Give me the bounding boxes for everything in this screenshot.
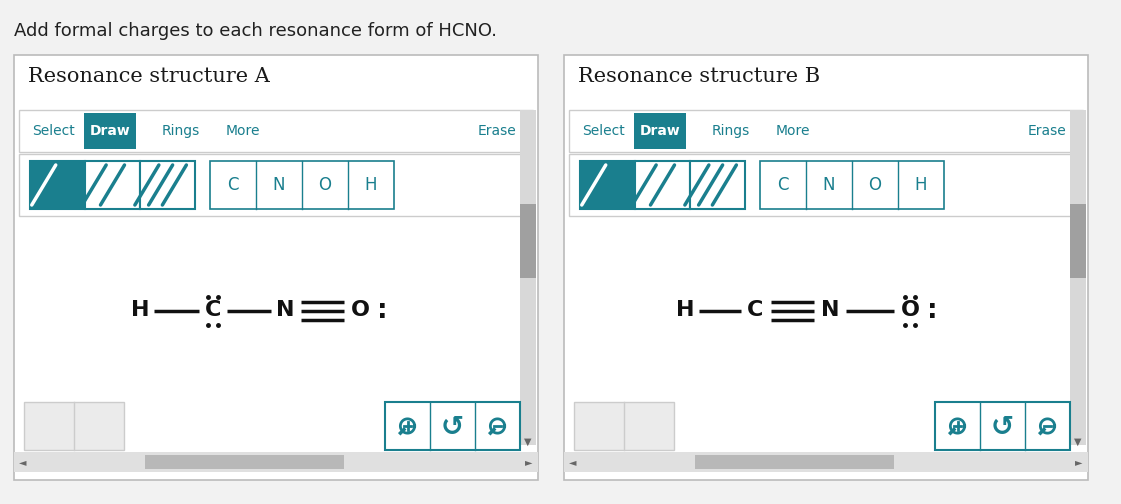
Text: Erase: Erase [478, 124, 517, 138]
Text: H: H [364, 176, 378, 194]
Text: O: O [901, 300, 919, 321]
Text: ◄: ◄ [19, 457, 27, 467]
Text: N: N [821, 300, 840, 321]
Text: :: : [378, 297, 388, 324]
Text: N: N [823, 176, 835, 194]
Text: Select: Select [582, 124, 624, 138]
FancyBboxPatch shape [1071, 110, 1086, 445]
Text: C: C [747, 300, 763, 321]
FancyBboxPatch shape [19, 154, 532, 216]
FancyBboxPatch shape [634, 113, 686, 149]
FancyBboxPatch shape [691, 161, 745, 209]
Text: Rings: Rings [163, 124, 201, 138]
FancyBboxPatch shape [580, 161, 634, 209]
FancyBboxPatch shape [695, 455, 895, 469]
Text: H: H [676, 300, 695, 321]
Text: Draw: Draw [90, 124, 130, 138]
Text: ↺: ↺ [991, 413, 1015, 441]
FancyBboxPatch shape [520, 110, 536, 445]
FancyBboxPatch shape [569, 110, 1083, 152]
FancyBboxPatch shape [564, 55, 1088, 480]
Text: Resonance structure B: Resonance structure B [578, 67, 821, 86]
FancyBboxPatch shape [85, 161, 140, 209]
Text: More: More [776, 124, 810, 138]
FancyBboxPatch shape [24, 402, 124, 450]
FancyBboxPatch shape [634, 161, 691, 209]
FancyBboxPatch shape [564, 452, 1088, 472]
FancyBboxPatch shape [140, 161, 195, 209]
FancyBboxPatch shape [760, 161, 944, 209]
FancyBboxPatch shape [19, 110, 532, 152]
Text: C: C [205, 300, 222, 321]
Text: ▼: ▼ [1074, 437, 1082, 447]
Text: H: H [915, 176, 927, 194]
FancyBboxPatch shape [145, 455, 344, 469]
Text: ▼: ▼ [525, 437, 531, 447]
Text: :: : [927, 297, 938, 324]
Text: Draw: Draw [640, 124, 680, 138]
Text: ↺: ↺ [441, 413, 464, 441]
FancyBboxPatch shape [520, 204, 536, 278]
FancyBboxPatch shape [935, 402, 1071, 450]
Text: More: More [226, 124, 260, 138]
FancyBboxPatch shape [13, 55, 538, 480]
FancyBboxPatch shape [210, 161, 393, 209]
Text: ►: ► [526, 457, 532, 467]
Text: O: O [869, 176, 881, 194]
FancyBboxPatch shape [569, 154, 1083, 216]
Text: Resonance structure A: Resonance structure A [28, 67, 270, 86]
FancyBboxPatch shape [13, 452, 538, 472]
FancyBboxPatch shape [574, 402, 674, 450]
FancyBboxPatch shape [385, 402, 520, 450]
FancyBboxPatch shape [84, 113, 136, 149]
Text: Add formal charges to each resonance form of HCNO.: Add formal charges to each resonance for… [13, 22, 497, 40]
Text: O: O [351, 300, 370, 321]
Text: Rings: Rings [712, 124, 750, 138]
Text: ►: ► [1075, 457, 1083, 467]
FancyBboxPatch shape [1071, 204, 1086, 278]
Text: C: C [228, 176, 239, 194]
Text: Select: Select [33, 124, 75, 138]
Text: H: H [131, 300, 149, 321]
Text: N: N [276, 300, 295, 321]
Text: O: O [318, 176, 332, 194]
Text: N: N [272, 176, 285, 194]
FancyBboxPatch shape [30, 161, 85, 209]
Text: Erase: Erase [1028, 124, 1067, 138]
Text: ◄: ◄ [569, 457, 576, 467]
Text: C: C [777, 176, 789, 194]
